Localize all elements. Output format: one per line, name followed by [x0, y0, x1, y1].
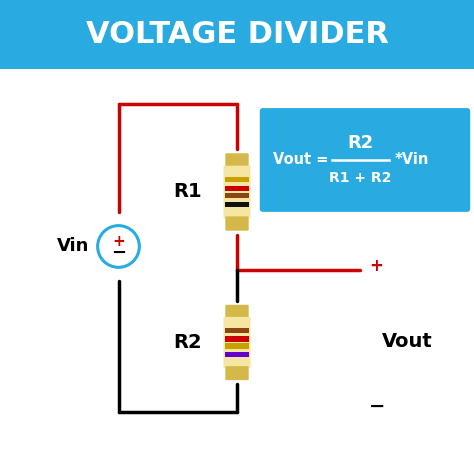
Text: R1 + R2: R1 + R2	[329, 171, 392, 185]
FancyBboxPatch shape	[225, 153, 249, 168]
Bar	[225, 343, 249, 348]
FancyBboxPatch shape	[224, 166, 251, 218]
Text: +: +	[112, 234, 125, 249]
Text: −: −	[369, 397, 385, 416]
FancyBboxPatch shape	[224, 317, 251, 368]
Text: Vin: Vin	[57, 237, 89, 255]
Bar	[225, 337, 249, 342]
FancyBboxPatch shape	[225, 305, 249, 319]
Text: Vout: Vout	[382, 332, 432, 351]
Bar	[225, 177, 249, 182]
FancyBboxPatch shape	[0, 0, 474, 69]
Text: R2: R2	[347, 134, 374, 152]
Bar	[225, 201, 249, 207]
Bar	[225, 186, 249, 191]
Bar	[225, 352, 249, 357]
Text: −: −	[111, 244, 126, 262]
Text: VOLTAGE DIVIDER: VOLTAGE DIVIDER	[86, 19, 388, 49]
FancyBboxPatch shape	[260, 108, 470, 212]
Bar	[225, 328, 249, 333]
FancyBboxPatch shape	[225, 217, 249, 231]
Text: *Vin: *Vin	[394, 153, 429, 167]
Text: R1: R1	[173, 182, 201, 201]
Text: Vout =: Vout =	[273, 153, 329, 167]
Bar	[225, 193, 249, 198]
Text: +: +	[369, 257, 383, 275]
Text: R2: R2	[173, 333, 201, 352]
FancyBboxPatch shape	[225, 366, 249, 380]
